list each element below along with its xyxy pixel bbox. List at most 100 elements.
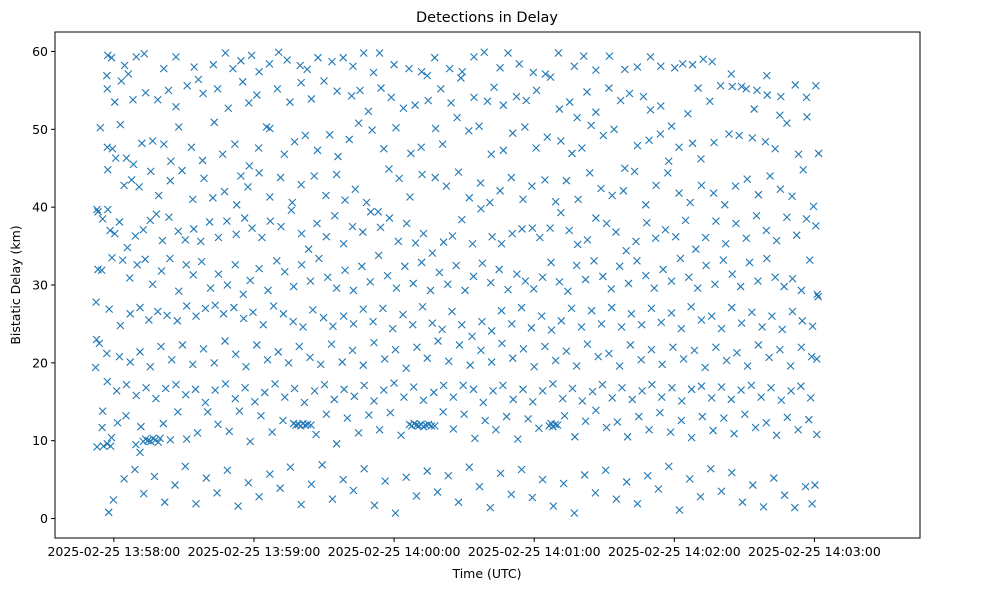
data-point-marker — [348, 222, 357, 231]
data-point-marker — [507, 173, 516, 182]
data-point-marker — [213, 84, 222, 93]
data-point-marker — [426, 286, 435, 295]
data-point-marker — [144, 436, 152, 445]
data-point-marker — [129, 95, 137, 104]
data-point-marker — [157, 342, 165, 351]
data-point-marker — [381, 477, 390, 486]
data-point-marker — [717, 383, 726, 391]
data-point-marker — [412, 492, 421, 500]
data-point-marker — [811, 221, 820, 230]
data-point-marker — [349, 286, 358, 295]
plot-frame — [54, 31, 921, 539]
data-point-marker — [529, 285, 538, 293]
data-point-marker — [496, 63, 504, 72]
data-point-marker — [266, 217, 275, 226]
data-point-marker — [407, 149, 415, 158]
data-point-marker — [547, 326, 556, 335]
data-point-marker — [522, 96, 531, 105]
data-point-marker — [628, 395, 637, 404]
data-point-marker — [301, 421, 310, 430]
data-point-marker — [508, 229, 517, 238]
data-point-marker — [399, 310, 407, 319]
data-point-marker — [448, 307, 456, 316]
data-point-marker — [232, 200, 241, 209]
data-point-marker — [743, 175, 752, 184]
data-point-marker — [633, 63, 642, 71]
x-tick-label: 2025-02-25 14:00:00 — [328, 544, 461, 559]
data-point-marker — [634, 412, 643, 421]
chart-title: Detections in Delay — [416, 10, 558, 26]
data-point-marker — [120, 61, 129, 70]
data-point-marker — [508, 129, 517, 138]
data-point-marker — [612, 495, 621, 503]
data-point-marker — [716, 81, 725, 90]
data-point-marker — [92, 298, 100, 307]
data-point-marker — [555, 277, 564, 286]
data-point-marker — [349, 486, 358, 495]
data-point-marker — [489, 386, 497, 395]
data-point-marker — [241, 383, 249, 392]
data-point-marker — [717, 324, 726, 333]
data-point-marker — [721, 239, 730, 248]
data-point-marker — [641, 200, 650, 209]
data-point-marker — [272, 256, 281, 265]
data-point-marker — [122, 154, 131, 162]
data-point-marker — [767, 383, 775, 392]
data-point-marker — [385, 165, 393, 173]
data-point-marker — [154, 438, 163, 447]
data-point-marker — [620, 164, 629, 173]
data-point-marker — [297, 78, 306, 87]
data-point-marker — [788, 274, 797, 283]
data-point-marker — [573, 113, 582, 122]
data-point-marker — [430, 53, 439, 62]
data-point-marker — [279, 309, 288, 318]
data-point-marker — [608, 191, 617, 200]
data-point-marker — [194, 75, 203, 84]
data-point-marker — [419, 229, 428, 238]
data-point-marker — [799, 165, 808, 174]
data-point-marker — [307, 480, 316, 489]
data-point-marker — [583, 340, 592, 349]
data-point-marker — [521, 277, 530, 285]
data-point-marker — [719, 414, 728, 423]
data-point-marker — [239, 314, 248, 323]
data-point-marker — [105, 305, 114, 314]
data-point-marker — [201, 398, 210, 407]
data-point-marker — [201, 304, 210, 313]
data-point-marker — [385, 214, 394, 222]
data-point-marker — [578, 397, 587, 405]
data-point-marker — [237, 56, 245, 65]
data-point-marker — [103, 51, 112, 60]
data-point-marker — [562, 347, 571, 356]
data-point-marker — [297, 229, 306, 238]
data-point-marker — [725, 130, 733, 138]
data-point-marker — [297, 180, 306, 189]
data-point-marker — [602, 219, 611, 228]
data-point-marker — [252, 91, 261, 99]
data-point-marker — [565, 226, 574, 235]
data-point-marker — [527, 323, 536, 332]
data-point-marker — [701, 363, 710, 372]
data-point-marker — [605, 52, 614, 61]
data-point-marker — [541, 70, 550, 78]
data-point-marker — [231, 260, 240, 269]
data-point-marker — [109, 495, 118, 504]
data-point-marker — [697, 181, 706, 190]
data-point-marker — [607, 285, 616, 293]
data-point-marker — [667, 122, 676, 131]
data-point-marker — [605, 84, 613, 92]
data-point-marker — [722, 356, 731, 365]
data-point-marker — [339, 239, 348, 248]
y-axis: 0 10 20 30 40 50 60 — [32, 44, 55, 526]
data-point-marker — [727, 303, 736, 312]
data-point-marker — [487, 150, 496, 159]
data-point-marker — [737, 386, 746, 394]
data-point-marker — [359, 49, 368, 57]
data-point-marker — [624, 279, 633, 288]
data-point-marker — [591, 108, 600, 117]
data-point-marker — [126, 309, 135, 318]
data-point-marker — [481, 416, 490, 425]
data-point-marker — [791, 81, 800, 89]
data-point-marker — [537, 312, 546, 321]
data-point-marker — [568, 384, 577, 393]
